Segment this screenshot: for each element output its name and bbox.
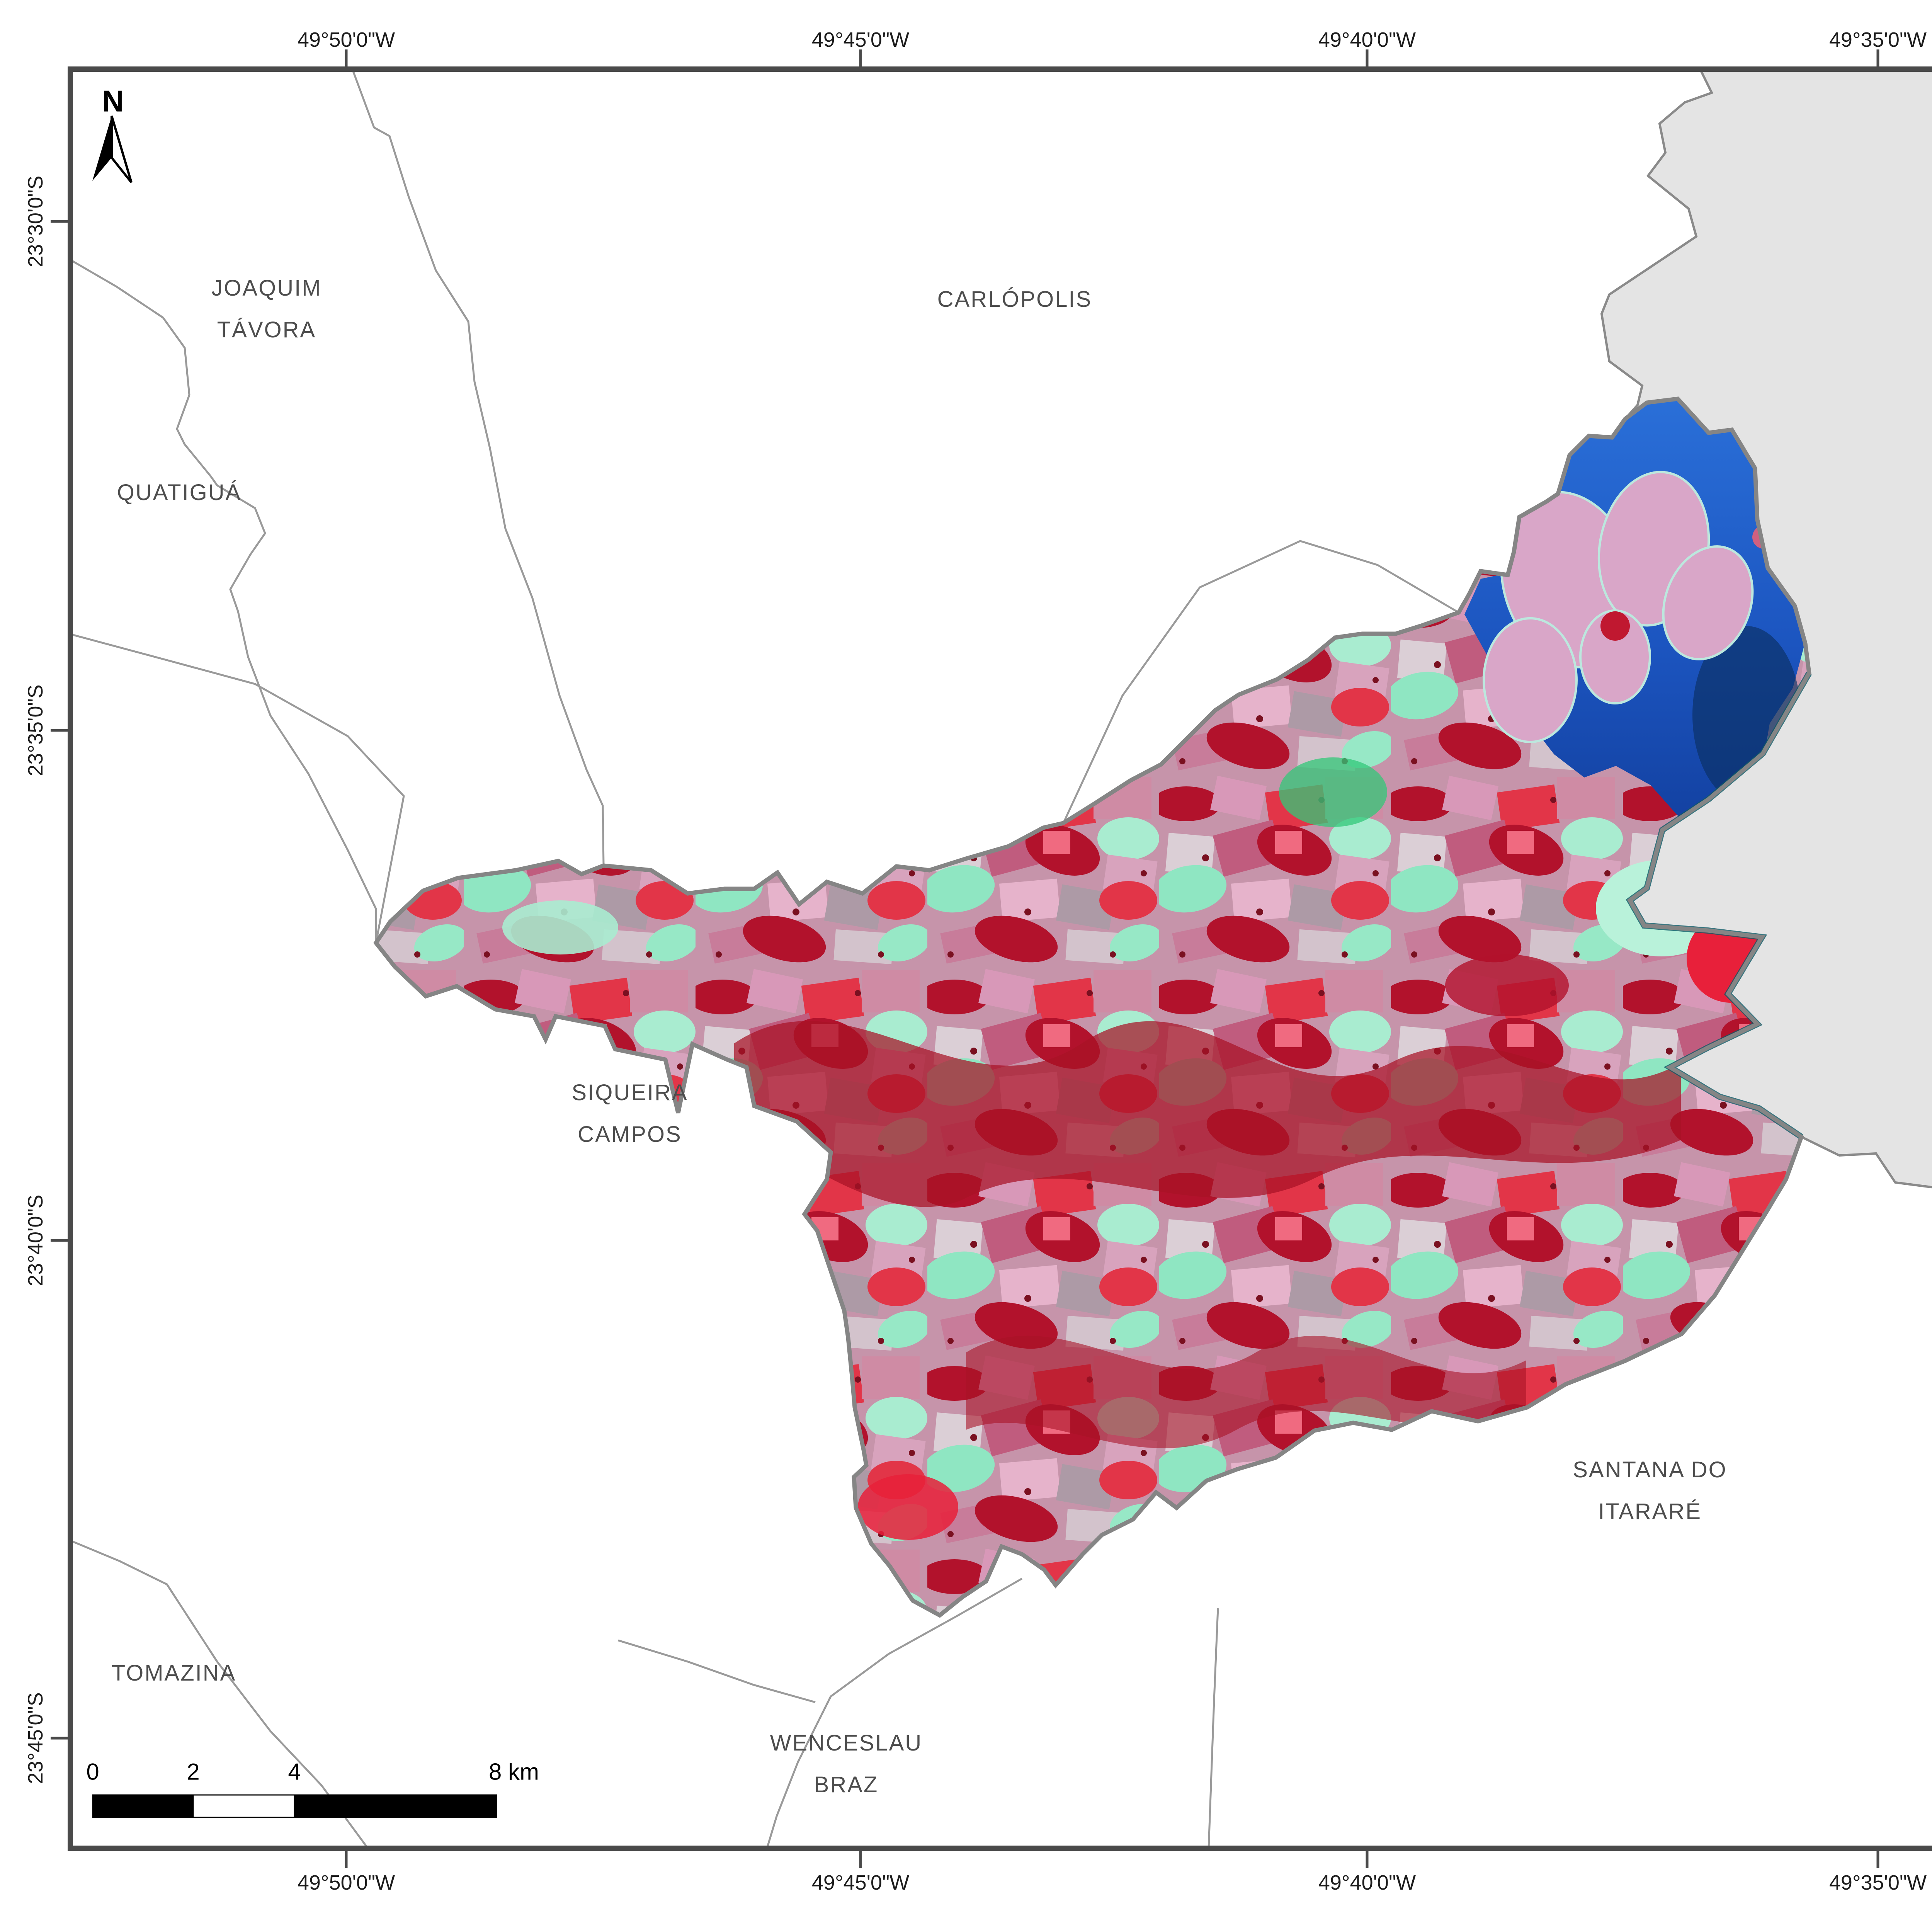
label-quatigua: QUATIGUÁ (117, 480, 242, 505)
coord-bottom-3: 49°40'0"W (1318, 1871, 1416, 1894)
label-carlopolis: CARLÓPOLIS (937, 287, 1092, 312)
label-tomazina: TOMAZINA (111, 1660, 236, 1686)
municipal-boundary-lines (70, 69, 1459, 1848)
coord-left-1: 23°30'0"S (24, 175, 47, 267)
label-siqueira-campos: SIQUEIRA CAMPOS (571, 1080, 688, 1147)
label-wenceslau-braz: WENCESLAU BRAZ (770, 1730, 923, 1797)
map-frame (68, 66, 1932, 1851)
north-arrow-label: N (102, 84, 124, 118)
scale-tick-2: 2 (187, 1759, 200, 1785)
label-joaquim-tavora: JOAQUIM TÁVORA (211, 276, 322, 342)
graticule-ticks (51, 49, 1879, 1868)
coord-left-4: 23°45'0"S (24, 1692, 47, 1784)
scale-bar (92, 1794, 497, 1818)
coord-left-3: 23°40'0"S (24, 1194, 47, 1286)
coord-top-3: 49°40'0"W (1318, 28, 1416, 51)
map-content (70, 69, 1932, 1848)
coord-left-2: 23°35'0"S (24, 684, 47, 776)
coord-top-2: 49°45'0"W (811, 28, 910, 51)
coord-bottom-2: 49°45'0"W (811, 1871, 910, 1894)
municipality-outline (373, 396, 1811, 1618)
coord-top-1: 49°50'0"W (297, 28, 395, 51)
coord-bottom-4: 49°35'0"W (1829, 1871, 1927, 1894)
label-santana-do-itarare: SANTANA DO ITARARÉ (1573, 1457, 1727, 1524)
coord-top-4: 49°35'0"W (1829, 28, 1927, 51)
scale-tick-4: 4 (288, 1759, 301, 1785)
scale-tick-0: 0 (86, 1759, 99, 1785)
scale-tick-8km: 8 km (488, 1759, 539, 1785)
north-arrow-icon (92, 116, 133, 183)
coord-bottom-1: 49°50'0"W (297, 1871, 395, 1894)
